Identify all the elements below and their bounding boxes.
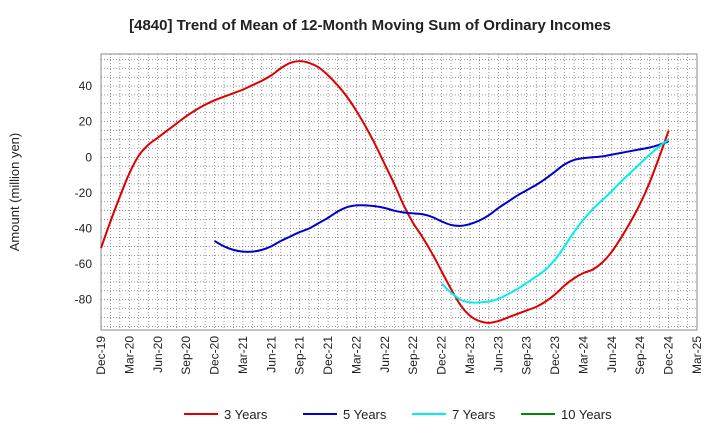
y-tick-label: -80	[75, 293, 93, 307]
x-tick-label: Jun-23	[491, 336, 505, 373]
x-tick-label: Sep-20	[179, 336, 193, 375]
x-tick-label: Dec-22	[435, 336, 449, 375]
chart-title: [4840] Trend of Mean of 12-Month Moving …	[129, 17, 611, 34]
x-tick-label: Dec-23	[548, 336, 562, 375]
y-axis-label: Amount (million yen)	[7, 133, 22, 252]
x-tick-label: Dec-21	[321, 336, 335, 375]
series-line-5-years	[214, 140, 669, 253]
x-tick-label: Dec-20	[208, 336, 222, 375]
x-tick-label: Mar-24	[576, 336, 590, 374]
legend-label-7-years: 7 Years	[452, 407, 496, 422]
x-tick-label: Mar-25	[690, 336, 704, 374]
x-tick-label: Sep-24	[633, 336, 647, 375]
plot-frame	[100, 53, 698, 331]
y-tick-label: -40	[75, 222, 93, 236]
series-line-3-years	[100, 60, 670, 324]
series-line-7-years	[440, 138, 670, 304]
x-tick-label: Mar-23	[463, 336, 477, 374]
x-axis-ticks: Dec-19 Mar-20 Jun-20 Sep-20 Dec-20 Mar-21 Jun-…	[94, 336, 704, 375]
x-tick-label: Dec-19	[94, 336, 108, 375]
y-tick-label: -20	[75, 186, 93, 200]
x-tick-label: Mar-21	[236, 336, 250, 374]
x-tick-label: Dec-24	[662, 336, 676, 375]
x-tick-label: Jun-21	[264, 336, 278, 373]
series-lines	[100, 60, 670, 324]
y-tick-label: 20	[79, 115, 93, 129]
y-tick-label: 40	[79, 79, 93, 93]
x-tick-label: Sep-21	[293, 336, 307, 375]
legend-label-10-years: 10 Years	[561, 407, 612, 422]
x-tick-label: Mar-20	[122, 336, 136, 374]
x-tick-label: Mar-22	[349, 336, 363, 374]
legend-label-3-years: 3 Years	[224, 407, 268, 422]
y-tick-label: -60	[75, 257, 93, 271]
x-tick-label: Jun-20	[151, 336, 165, 373]
y-tick-label: 0	[85, 150, 92, 164]
y-axis-ticks: 40 20 0 -20 -40 -60 -80	[75, 79, 93, 307]
legend-label-5-years: 5 Years	[343, 407, 387, 422]
x-tick-label: Jun-22	[378, 336, 392, 373]
grid	[101, 54, 697, 330]
x-tick-label: Sep-22	[406, 336, 420, 375]
x-tick-label: Jun-24	[605, 336, 619, 373]
legend: 3 Years 5 Years 7 Years 10 Years	[184, 407, 612, 422]
x-tick-label: Sep-23	[520, 336, 534, 375]
